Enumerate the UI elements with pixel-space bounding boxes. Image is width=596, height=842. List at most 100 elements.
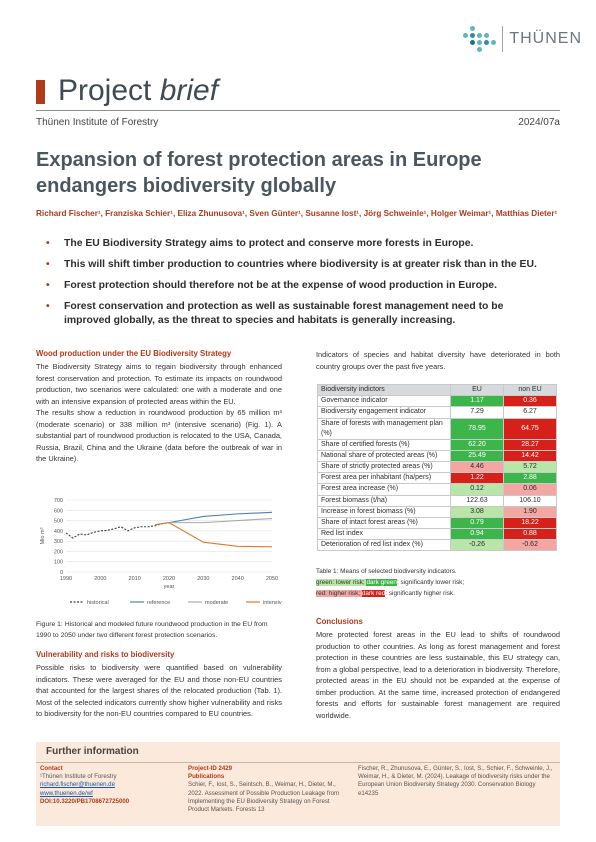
logo-dot	[491, 47, 497, 52]
row-label: Increase in forest biomass (%)	[317, 505, 451, 518]
column-header: non EU	[503, 383, 557, 397]
project-id: Project-ID 2429	[188, 765, 233, 772]
non-eu-value: -0.62	[503, 539, 557, 552]
logo-dot	[463, 26, 469, 31]
eu-value: 1.17	[450, 395, 504, 408]
footer-rule	[36, 762, 560, 763]
legend-red-label: red: higher risk;	[316, 590, 362, 597]
doi: DOI:10.3220/PB1708672725000	[40, 797, 130, 805]
table-row: Red list index 0.94 0.88	[317, 528, 557, 541]
logo-dot	[491, 33, 497, 38]
table-caption-title: Table 1: Means of selected biodiversity …	[316, 568, 457, 575]
logo-dot	[491, 40, 497, 45]
row-label: Governance indicator	[317, 395, 451, 408]
column-header: EU	[450, 383, 504, 397]
y-tick-label: 600	[54, 508, 63, 514]
table-row: Deterioration of red list index (%) -0.26…	[317, 539, 557, 552]
y-axis-label: Mio m³	[40, 527, 46, 544]
section-text-conclusions: More protected forest areas in the EU le…	[316, 630, 560, 720]
issue-number: 2024/07a	[518, 117, 560, 128]
eu-value: 3.08	[450, 505, 504, 518]
series-title: Project brief	[58, 74, 218, 108]
legend-label: historical	[87, 600, 109, 606]
non-eu-value: 6.27	[503, 406, 557, 419]
table-row: Forest biomass (t/ha) 122.63 106.10	[317, 494, 557, 507]
contact-email-link[interactable]: richard.fischer@thuenen.de	[40, 781, 115, 789]
section-text-wood: The Biodiversity Strategy aims to regain…	[36, 361, 282, 465]
table-row: Biodiversity engagement indicator 7.29 6.2…	[317, 406, 557, 419]
series-line-intensive	[155, 522, 273, 548]
contact-heading: Contact	[40, 765, 63, 772]
logo-divider	[502, 26, 504, 52]
section-text-vulnerability: Possible risks to biodiversity were quan…	[36, 663, 282, 718]
key-points: The EU Biodiversity Strategy aims to pro…	[46, 237, 552, 335]
non-eu-value: 0.36	[503, 395, 557, 408]
x-tick-label: 2040	[232, 576, 244, 582]
non-eu-value: 5.72	[503, 460, 557, 474]
section-heading-vulnerability: Vulnerability and risks to biodiversity	[36, 650, 175, 659]
y-tick-label: 300	[54, 539, 63, 545]
non-eu-value: 2.88	[503, 472, 557, 485]
y-tick-label: 200	[54, 549, 63, 555]
logo-dot	[477, 33, 483, 38]
x-axis-label: year	[164, 584, 175, 590]
logo-dot	[470, 26, 476, 31]
thuenen-logo: THÜNEN	[463, 26, 582, 52]
eu-value: 78.95	[450, 417, 504, 440]
contact-institute: ¹Thünen Institute of Forestry	[40, 773, 117, 781]
y-tick-label: 100	[54, 560, 63, 566]
row-label: Red list index	[317, 528, 451, 541]
y-tick-label: 400	[54, 529, 63, 535]
table-row: Governance indicator 1.17 0.36	[317, 395, 557, 408]
non-eu-value: 0.88	[503, 528, 557, 541]
section-heading-wood: Wood production under the EU Biodiversit…	[36, 349, 232, 358]
row-label: National share of protected areas (%)	[317, 449, 451, 462]
table-row: Share of intact forest areas (%) 0.79 18.2…	[317, 516, 557, 530]
table-row: Forest area increase (%) 0.12 0.06	[317, 483, 557, 496]
non-eu-value: 106.10	[503, 494, 557, 507]
column-header: Biodiversity indictors	[317, 383, 451, 397]
publications-heading: Publications	[188, 773, 225, 781]
legend-red: red: higher risk; dark red: significantl…	[316, 588, 562, 599]
eu-value: 7.29	[450, 406, 504, 419]
eu-value: 0.94	[450, 528, 504, 541]
logo-dot	[470, 47, 476, 52]
biodiversity-table: Biodiversity indictors EU non EU Governa…	[317, 383, 557, 552]
row-label: Share of strictly protected areas (%)	[317, 460, 451, 474]
eu-value: 4.46	[450, 460, 504, 474]
row-label: Share of intact forest areas (%)	[317, 516, 451, 530]
series-word-1: Project	[58, 74, 152, 107]
eu-value: -0.26	[450, 539, 504, 552]
legend-label: reference	[147, 600, 170, 606]
legend-label: intensive	[263, 600, 282, 606]
legend-red-tail: : significantly higher risk.	[385, 590, 455, 597]
row-label: Forest area per inhabitant (ha/pers)	[317, 472, 451, 485]
website-link[interactable]: www.thuenen.de/wf	[40, 789, 93, 797]
row-label: Biodiversity engagement indicator	[317, 406, 451, 419]
non-eu-value: 1.90	[503, 505, 557, 518]
x-tick-label: 2030	[197, 576, 209, 582]
table-row: Share of strictly protected areas (%) 4.4…	[317, 460, 557, 474]
x-tick-label: 1990	[60, 576, 72, 582]
legend-darkgreen-label: dark green	[366, 579, 397, 586]
key-point: Forest conservation and protection as we…	[46, 300, 552, 328]
header-rule	[36, 110, 560, 111]
eu-value: 1.22	[450, 472, 504, 485]
logo-dot	[484, 26, 490, 31]
table-row: Share of certified forests (%) 62.20 28.27	[317, 438, 557, 451]
key-point: This will shift timber production to cou…	[46, 258, 552, 272]
key-point: The EU Biodiversity Strategy aims to pro…	[46, 237, 552, 251]
row-label: Share of forests with management plan (%…	[317, 417, 451, 440]
paragraph: The Biodiversity Strategy aims to regain…	[36, 362, 282, 406]
y-tick-label: 700	[54, 498, 63, 504]
table-row: Share of forests with management plan (%…	[317, 417, 557, 440]
key-point: Forest protection should therefore not b…	[46, 279, 552, 293]
logo-dot	[491, 26, 497, 31]
logo-dot	[463, 33, 469, 38]
further-information-box	[36, 742, 560, 826]
table-row: Increase in forest biomass (%) 3.08 1.90	[317, 505, 557, 518]
roundwood-production-chart: 0 100 200 300 400 500 600 700 1990 2000 2010 2020 20…	[40, 498, 282, 606]
brief-accent-bar	[36, 80, 45, 104]
institute-name: Thünen Institute of Forestry	[36, 117, 159, 128]
logo-dot	[484, 47, 490, 52]
